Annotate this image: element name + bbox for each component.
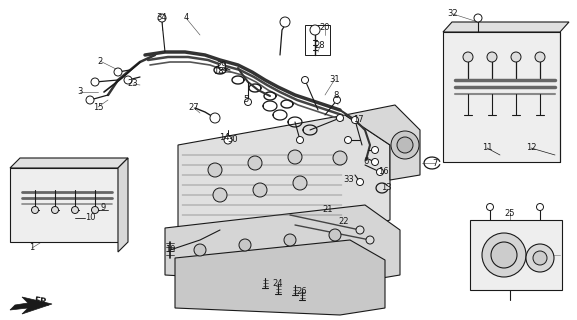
Text: 8: 8 <box>334 92 339 100</box>
Circle shape <box>511 52 521 62</box>
Circle shape <box>208 163 222 177</box>
Circle shape <box>124 76 132 84</box>
Circle shape <box>526 244 554 272</box>
Circle shape <box>158 14 166 22</box>
Circle shape <box>280 17 290 27</box>
Text: 17: 17 <box>353 116 364 124</box>
Text: 29: 29 <box>217 61 227 70</box>
Polygon shape <box>470 220 562 290</box>
Circle shape <box>487 52 497 62</box>
Circle shape <box>356 226 364 234</box>
Circle shape <box>219 62 226 69</box>
Circle shape <box>491 242 517 268</box>
Text: 33: 33 <box>344 175 354 185</box>
Text: FR.: FR. <box>33 296 51 308</box>
Circle shape <box>91 78 99 86</box>
Circle shape <box>224 136 232 144</box>
Text: 19: 19 <box>165 245 175 254</box>
Text: 23: 23 <box>128 79 138 89</box>
Circle shape <box>533 251 547 265</box>
Text: 21: 21 <box>323 205 334 214</box>
Polygon shape <box>443 22 569 32</box>
Text: 9: 9 <box>100 203 106 212</box>
Circle shape <box>310 25 320 35</box>
Text: 22: 22 <box>339 218 349 227</box>
Text: 18: 18 <box>213 68 223 76</box>
Text: 6: 6 <box>364 156 369 165</box>
Text: 31: 31 <box>329 75 340 84</box>
Circle shape <box>72 206 78 213</box>
Circle shape <box>334 97 340 103</box>
Text: 34: 34 <box>157 13 167 22</box>
Text: 28: 28 <box>314 42 325 51</box>
Circle shape <box>537 204 544 211</box>
Text: 5: 5 <box>243 95 249 105</box>
Circle shape <box>245 99 252 106</box>
Circle shape <box>194 244 206 256</box>
Circle shape <box>248 156 262 170</box>
Polygon shape <box>10 158 128 168</box>
Text: 25: 25 <box>505 209 515 218</box>
Circle shape <box>357 179 364 186</box>
Circle shape <box>86 96 94 104</box>
Text: 14: 14 <box>219 133 229 142</box>
Text: 16: 16 <box>378 167 388 177</box>
Circle shape <box>486 204 493 211</box>
Circle shape <box>391 131 419 159</box>
Circle shape <box>51 206 58 213</box>
Text: 7: 7 <box>432 158 438 167</box>
Circle shape <box>293 176 307 190</box>
Circle shape <box>114 68 122 76</box>
Polygon shape <box>10 297 52 314</box>
Text: 10: 10 <box>85 212 95 221</box>
Circle shape <box>397 137 413 153</box>
Polygon shape <box>165 205 400 285</box>
Text: 2: 2 <box>98 57 103 66</box>
Circle shape <box>377 169 384 175</box>
Polygon shape <box>443 32 560 162</box>
Text: 32: 32 <box>448 10 458 19</box>
Text: 30: 30 <box>228 134 238 143</box>
Polygon shape <box>10 168 118 242</box>
Circle shape <box>482 233 526 277</box>
Polygon shape <box>175 240 385 315</box>
Polygon shape <box>178 115 390 235</box>
Circle shape <box>366 236 374 244</box>
Polygon shape <box>118 158 128 252</box>
Circle shape <box>344 137 351 143</box>
Circle shape <box>284 234 296 246</box>
Circle shape <box>302 76 309 84</box>
Circle shape <box>297 137 304 143</box>
Circle shape <box>333 151 347 165</box>
Text: 24: 24 <box>273 278 283 287</box>
Circle shape <box>463 52 473 62</box>
Text: 12: 12 <box>526 143 536 153</box>
Text: 20: 20 <box>320 23 330 33</box>
Text: 3: 3 <box>77 87 83 97</box>
Circle shape <box>351 116 358 124</box>
Text: 13: 13 <box>381 182 391 191</box>
Polygon shape <box>345 105 420 180</box>
Circle shape <box>92 206 99 213</box>
Text: 26: 26 <box>297 286 308 295</box>
Circle shape <box>253 183 267 197</box>
Circle shape <box>372 158 379 165</box>
Text: 4: 4 <box>183 13 189 22</box>
Text: 15: 15 <box>93 102 103 111</box>
Circle shape <box>239 239 251 251</box>
Circle shape <box>474 14 482 22</box>
Text: 11: 11 <box>482 143 492 153</box>
Circle shape <box>336 115 343 122</box>
Circle shape <box>210 113 220 123</box>
Text: 27: 27 <box>189 103 199 113</box>
Text: 1: 1 <box>29 244 35 252</box>
Circle shape <box>32 206 39 213</box>
Circle shape <box>535 52 545 62</box>
Circle shape <box>213 188 227 202</box>
Circle shape <box>288 150 302 164</box>
Circle shape <box>372 147 379 154</box>
Circle shape <box>329 229 341 241</box>
